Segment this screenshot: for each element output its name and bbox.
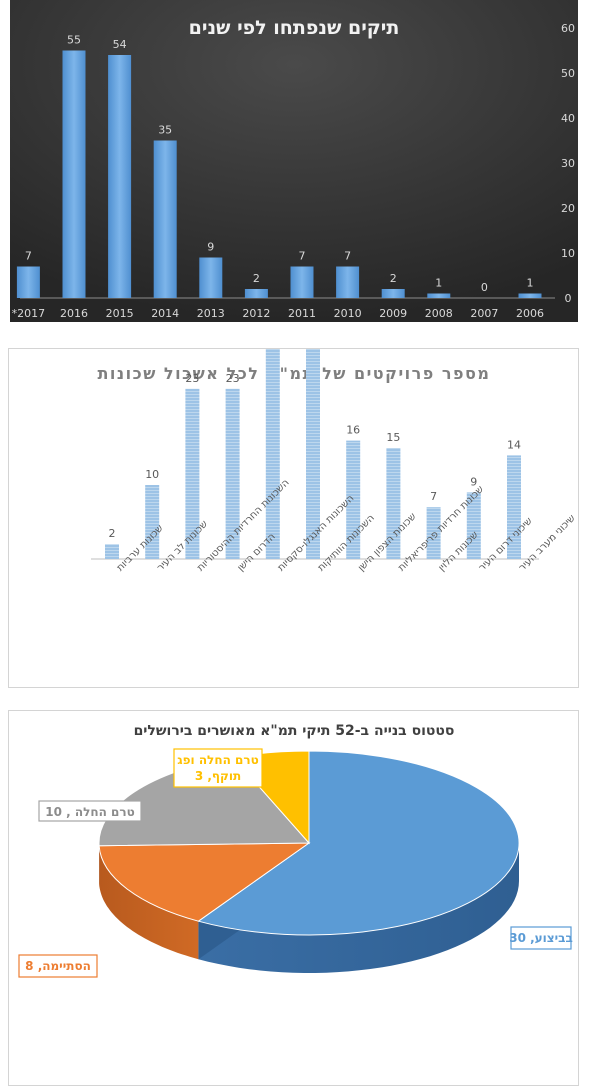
y-tick-label: 60 <box>561 22 575 35</box>
bar-data-label: 9 <box>207 241 214 254</box>
pie-data-label-box <box>510 926 572 950</box>
bar <box>507 455 521 559</box>
bar <box>426 507 441 559</box>
x-tick-label: *2017 <box>12 307 46 320</box>
bar-data-label: 9 <box>470 475 477 488</box>
bar-data-label: 0 <box>481 281 488 294</box>
x-tick-label: 2015 <box>106 307 134 320</box>
pie-data-label: טרם החלה ופג תוקף, 3 <box>173 748 263 788</box>
x-tick-label: 2010 <box>334 307 362 320</box>
bar <box>386 448 401 559</box>
y-tick-label: 40 <box>561 112 575 125</box>
bar <box>153 140 177 298</box>
x-tick-label: 2006 <box>516 307 544 320</box>
pie-data-label-box <box>18 954 98 978</box>
y-tick-label: 0 <box>565 292 572 305</box>
bar-data-label: 1 <box>527 277 534 290</box>
bar <box>336 266 360 298</box>
x-tick-label: 2011 <box>288 307 316 320</box>
pie-top <box>98 750 520 936</box>
y-tick-label: 30 <box>561 157 575 170</box>
bar <box>518 293 542 298</box>
bar <box>381 289 405 298</box>
y-tick-label: 50 <box>561 67 575 80</box>
bar <box>346 440 361 559</box>
pie-data-label: בביצוע, 30 <box>509 926 573 950</box>
chart-cases-by-year-svg: תיקים שנפתחו לפי שנים 010203040506012006… <box>10 0 578 322</box>
chart-projects-by-cluster-title: מספר פרויקטים של תמ"א לכל אשכול שכונות <box>98 364 491 383</box>
bar <box>145 485 160 559</box>
chart-cases-by-year-title: תיקים שנפתחו לפי שנים <box>189 17 400 39</box>
chart-projects-by-cluster: מספר פרויקטים של תמ"א לכל אשכול שכונות 1… <box>8 348 579 688</box>
bar-data-label: 55 <box>67 34 81 47</box>
bar-data-label: 7 <box>430 490 437 503</box>
bar-data-label: 2 <box>390 272 397 285</box>
chart-construction-status-title: סטטוס בנייה ב-52 תיקי תמ"א מאושרים בירוש… <box>134 723 455 739</box>
x-tick-label: 2013 <box>197 307 225 320</box>
bar <box>199 257 223 298</box>
pie-data-label-box <box>38 800 142 822</box>
y-tick-label: 10 <box>561 247 575 260</box>
pie-data-label-text: טרם החלה ופג <box>177 753 258 767</box>
x-tick-label: 2007 <box>470 307 498 320</box>
pie-slice <box>197 750 520 936</box>
pie-data-label-text: הסתיימה, 8 <box>25 959 91 973</box>
bar <box>108 55 132 298</box>
pie-data-label-text: תוקף, 3 <box>195 769 241 783</box>
bar <box>16 266 40 298</box>
bar-data-label: 54 <box>113 38 127 51</box>
bar <box>427 293 451 298</box>
bar <box>185 388 200 559</box>
bar <box>244 289 268 298</box>
pie-data-label-text: טרם החלה , 10 <box>45 805 135 819</box>
bar-data-label: 14 <box>507 438 521 451</box>
x-tick-label: 2014 <box>151 307 179 320</box>
bar-data-label: 16 <box>346 424 360 437</box>
chart-cases-by-year: תיקים שנפתחו לפי שנים 0 10 20 30 40 50 60 1 2006… <box>10 0 578 322</box>
x-tick-label: 2016 <box>60 307 88 320</box>
pie-slice <box>98 842 311 922</box>
y-tick-label: 20 <box>561 202 575 215</box>
pie-data-label: טרם החלה , 10 <box>38 800 142 822</box>
bar-data-label: 23 <box>185 372 199 385</box>
bar-data-label: 23 <box>226 372 240 385</box>
bar-data-label: 15 <box>386 431 400 444</box>
bar-data-label: 35 <box>158 124 172 137</box>
bar-data-label: 2 <box>109 527 116 540</box>
bar <box>306 349 320 559</box>
bar-data-label: 7 <box>344 250 351 263</box>
bar-data-label: 7 <box>25 250 32 263</box>
chart-construction-status: סטטוס בנייה ב-52 תיקי תמ"א מאושרים בירוש… <box>8 710 579 1086</box>
chart-projects-by-cluster-svg: מספר פרויקטים של תמ"א לכל אשכול שכונות 1… <box>91 349 578 574</box>
bar <box>62 50 86 298</box>
bar-data-label: 1 <box>435 277 442 290</box>
chart-construction-status-svg: סטטוס בנייה ב-52 תיקי תמ"א מאושרים בירוש… <box>18 723 573 978</box>
pie-data-label-box <box>173 748 263 788</box>
x-tick-label: 2008 <box>425 307 453 320</box>
bar-data-label: 2 <box>253 272 260 285</box>
pie-data-label: הסתיימה, 8 <box>18 954 98 978</box>
bar <box>290 266 314 298</box>
bar <box>105 544 119 559</box>
pie-data-label-text: בביצוע, 30 <box>509 931 573 945</box>
bar-data-label: 10 <box>145 468 159 481</box>
x-tick-label: 2009 <box>379 307 407 320</box>
bar <box>225 388 240 559</box>
x-tick-label: 2012 <box>242 307 270 320</box>
bar-data-label: 7 <box>299 250 306 263</box>
bar <box>466 492 481 559</box>
bar <box>265 349 280 559</box>
pie-slice-side <box>198 843 519 973</box>
